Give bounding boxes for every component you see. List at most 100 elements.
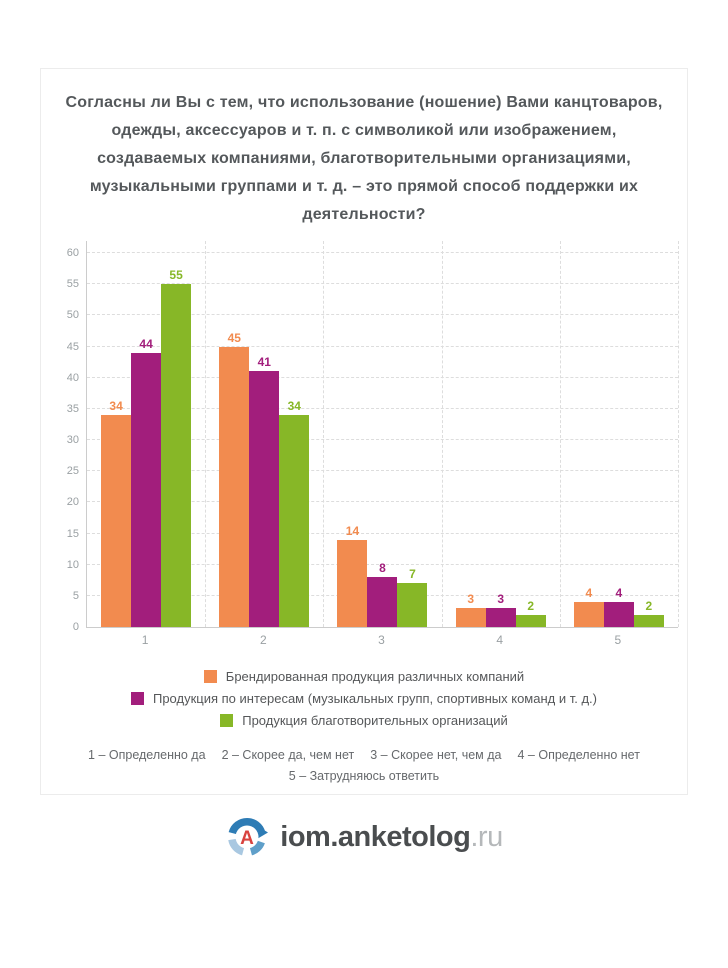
bar-group-4: 3 3 2 bbox=[442, 593, 560, 627]
plot-area: 34 44 55 45 41 34 14 8 7 3 3 2 4 4 2 bbox=[86, 241, 679, 628]
y-tick-15: 15 bbox=[66, 527, 79, 540]
gridline-y-50 bbox=[87, 314, 678, 316]
bar-group-2: 45 41 34 bbox=[205, 330, 323, 627]
bar-series-1 bbox=[455, 608, 486, 627]
bar-series-1 bbox=[219, 346, 250, 627]
gridline-y-10 bbox=[87, 563, 678, 565]
bar-series-3 bbox=[397, 583, 428, 627]
logo-text: iom.anketolog.ru bbox=[280, 815, 503, 859]
gridline-y-35 bbox=[87, 407, 678, 409]
answer-key-line-2: 5 – Затрудняюсь ответить bbox=[288, 769, 440, 783]
bar-cell: 14 bbox=[337, 523, 368, 627]
x-tick-5: 5 bbox=[614, 633, 622, 647]
legend-item-1: Брендированная продукция различных компа… bbox=[41, 665, 687, 687]
bar-value-label: 8 bbox=[379, 561, 386, 576]
gridline-y-25 bbox=[87, 470, 678, 472]
logo-letter: A bbox=[240, 828, 254, 849]
bar-value-label: 14 bbox=[345, 523, 360, 538]
legend-label: Продукция благотворительных организаций bbox=[242, 712, 508, 728]
bar-value-label: 44 bbox=[139, 336, 153, 351]
bar-group-3: 14 8 7 bbox=[323, 523, 441, 627]
logo-text-suffix: .ru bbox=[470, 821, 503, 853]
bar-value-label: 3 bbox=[497, 592, 505, 607]
answer-key-item-3: 3 – Скорее нет, чем да bbox=[370, 748, 502, 762]
bar-value-label: 4 bbox=[585, 586, 593, 601]
legend-swatch bbox=[220, 713, 234, 727]
gridline-y-45 bbox=[87, 345, 678, 347]
answer-key-item-4: 4 – Определенно нет bbox=[517, 748, 640, 762]
y-tick-60: 60 bbox=[66, 247, 79, 259]
y-tick-40: 40 bbox=[66, 371, 79, 384]
y-tick-45: 45 bbox=[66, 340, 79, 353]
bar-series-3 bbox=[279, 415, 310, 627]
bar-cell: 4 bbox=[573, 586, 604, 627]
legend-swatch bbox=[130, 691, 144, 705]
y-tick-10: 10 bbox=[66, 558, 79, 571]
bar-group-5: 4 4 2 bbox=[560, 587, 678, 627]
bar-series-2 bbox=[485, 608, 516, 627]
gridline-x-1 bbox=[205, 241, 207, 627]
bar-series-3 bbox=[515, 614, 546, 627]
bar-series-2 bbox=[603, 602, 634, 627]
x-tick-4: 4 bbox=[496, 633, 504, 647]
y-axis-labels: 0 5 10 15 20 25 30 35 40 45 50 55 60 bbox=[41, 241, 79, 633]
bar-group-1: 34 44 55 bbox=[87, 269, 205, 627]
gridline-y-55 bbox=[87, 283, 678, 285]
bar-series-1 bbox=[573, 602, 604, 627]
y-tick-30: 30 bbox=[66, 434, 79, 446]
y-tick-35: 35 bbox=[66, 402, 79, 415]
bar-value-label: 4 bbox=[615, 586, 623, 601]
bar-cell: 55 bbox=[161, 268, 192, 627]
x-tick-3: 3 bbox=[378, 633, 385, 647]
answer-key-item-2: 2 – Скорее да, чем нет bbox=[221, 748, 355, 762]
bar-cell: 34 bbox=[101, 399, 132, 627]
x-tick-2: 2 bbox=[259, 633, 267, 647]
bar-value-label: 55 bbox=[169, 268, 183, 283]
bar-cell: 41 bbox=[249, 355, 280, 627]
bar-chart: 0 5 10 15 20 25 30 35 40 45 50 55 60 34 44 55 45 41 34 14 8… bbox=[41, 241, 687, 651]
gridline-y-60 bbox=[87, 252, 678, 253]
answer-key-line-1: 1 – Определенно да 2 – Скорее да, чем нет… bbox=[41, 745, 687, 766]
bar-value-label: 3 bbox=[467, 592, 475, 607]
bar-cell: 4 bbox=[603, 586, 634, 627]
bar-cell: 8 bbox=[367, 561, 398, 627]
gridline-x-2 bbox=[323, 241, 325, 627]
answer-key: 1 – Определенно да 2 – Скорее да, чем нет… bbox=[41, 745, 687, 787]
bar-cell: 45 bbox=[219, 330, 250, 627]
anketolog-logo: A iom.anketolog.ru bbox=[0, 815, 728, 859]
legend-label: Продукция по интересам (музыкальных груп… bbox=[152, 690, 597, 706]
legend-item-2: Продукция по интересам (музыкальных груп… bbox=[41, 687, 687, 709]
bar-value-label: 34 bbox=[109, 399, 123, 414]
anketolog-logo-icon: A bbox=[228, 818, 269, 856]
y-tick-0: 0 bbox=[72, 621, 79, 633]
y-tick-25: 25 bbox=[66, 465, 79, 478]
gridline-y-20 bbox=[87, 501, 678, 503]
bar-series-1 bbox=[101, 415, 132, 627]
gridline-y-15 bbox=[87, 532, 678, 534]
bar-value-label: 2 bbox=[645, 598, 653, 613]
bar-cell: 2 bbox=[515, 598, 546, 627]
y-tick-50: 50 bbox=[66, 309, 79, 322]
bar-value-label: 2 bbox=[527, 598, 535, 613]
chart-title: Согласны ли Вы с тем, что использование … bbox=[65, 94, 663, 223]
bar-cell: 3 bbox=[485, 592, 516, 627]
bar-series-3 bbox=[633, 614, 664, 627]
survey-chart-card: Согласны ли Вы с тем, что использование … bbox=[40, 68, 688, 795]
y-tick-55: 55 bbox=[66, 278, 79, 291]
gridline-y-30 bbox=[87, 439, 678, 440]
y-tick-5: 5 bbox=[72, 589, 79, 602]
legend-swatch bbox=[203, 669, 217, 683]
chart-legend: Брендированная продукция различных компа… bbox=[41, 665, 687, 731]
bar-value-label: 7 bbox=[409, 567, 416, 582]
bar-cell: 3 bbox=[455, 592, 486, 627]
logo-text-main: iom.anketolog bbox=[280, 821, 471, 853]
legend-item-3: Продукция благотворительных организаций bbox=[41, 709, 687, 731]
bar-series-2 bbox=[367, 577, 398, 627]
bar-value-label: 41 bbox=[257, 355, 271, 370]
gridline-x-3 bbox=[441, 241, 443, 627]
bar-cell: 7 bbox=[397, 567, 428, 627]
bar-value-label: 45 bbox=[227, 330, 241, 345]
gridline-x-5 bbox=[678, 241, 679, 627]
bar-cell: 34 bbox=[279, 400, 310, 627]
bar-series-2 bbox=[131, 352, 162, 627]
